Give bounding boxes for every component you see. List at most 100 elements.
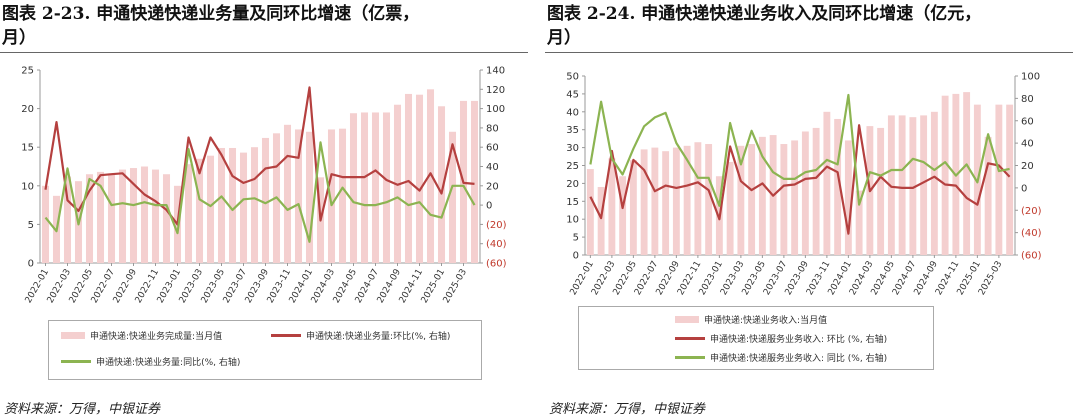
bar-mark bbox=[877, 127, 885, 255]
right-tick-label: 140 bbox=[486, 66, 505, 77]
bar-mark bbox=[608, 158, 616, 255]
bar-mark bbox=[195, 158, 204, 263]
bar-mark bbox=[619, 176, 627, 255]
left-tick-label: 45 bbox=[566, 89, 579, 100]
bar-mark bbox=[748, 144, 756, 255]
left-legend-bar-label: 申通快递:快递业务完成量:当月值 bbox=[90, 332, 223, 342]
right-legend-green-label: 申通快递:快递服务业务收入: 同比 (%, 右轴) bbox=[710, 354, 888, 364]
left-tick-label: 25 bbox=[21, 66, 34, 77]
right-tick-label: 0 bbox=[1021, 183, 1027, 194]
right-title-line2: 月） bbox=[547, 28, 581, 48]
left-chart-plot: 0 5 10 15 20 25 (60) (40) (20) 0 20 40 60 80 100 120 140… bbox=[21, 66, 507, 306]
right-legend-red-swatch bbox=[675, 337, 705, 340]
right-tick-label: 0 bbox=[486, 201, 492, 212]
bar-mark bbox=[118, 169, 127, 263]
bar-mark bbox=[823, 111, 831, 255]
bar-mark bbox=[206, 155, 215, 263]
bar-mark bbox=[228, 147, 237, 263]
right-chart-title: 图表 2-24. 申通快递快递业务收入及同环比增速（亿元， 月） bbox=[547, 2, 1073, 50]
bar-mark bbox=[349, 113, 358, 263]
left-tick-label: 15 bbox=[566, 197, 579, 208]
bar-mark bbox=[995, 104, 1003, 255]
bar-mark bbox=[844, 140, 852, 255]
left-tick-label: 0 bbox=[28, 259, 34, 270]
bar-mark bbox=[629, 160, 637, 255]
right-legend-bar-swatch bbox=[675, 316, 699, 323]
left-tick-label: 10 bbox=[21, 181, 34, 192]
bar-mark bbox=[426, 89, 435, 263]
bar-mark bbox=[129, 168, 138, 263]
bar-mark bbox=[162, 174, 171, 263]
right-tick-label: 20 bbox=[1021, 161, 1034, 172]
bar-mark bbox=[217, 147, 226, 263]
bar-mark bbox=[705, 144, 713, 255]
bar-mark bbox=[662, 151, 670, 255]
left-chart-panel: 图表 2-23. 申通快递快递业务量及同环比增速（亿票， 月） 0 5 10 15 20… bbox=[0, 0, 530, 419]
bar-mark bbox=[834, 118, 842, 256]
right-tick-label: (20) bbox=[486, 220, 507, 231]
bar-mark bbox=[85, 174, 94, 263]
bar-mark bbox=[415, 94, 424, 263]
right-tick-label: (40) bbox=[1021, 228, 1042, 239]
left-chart-title: 图表 2-23. 申通快递快递业务量及同环比增速（亿票， 月） bbox=[2, 2, 528, 50]
left-tick-label: 5 bbox=[28, 220, 34, 231]
left-tick-label: 15 bbox=[21, 143, 34, 154]
bar-mark bbox=[239, 152, 248, 263]
right-tick-label: (60) bbox=[1021, 251, 1042, 262]
bar-mark bbox=[920, 115, 928, 255]
right-tick-label: 20 bbox=[486, 181, 499, 192]
mom-series-line bbox=[589, 124, 1011, 235]
bar-mark bbox=[812, 127, 820, 255]
bar-mark bbox=[855, 190, 863, 255]
bar-mark bbox=[294, 129, 303, 263]
bar-mark bbox=[791, 140, 799, 255]
right-legend: 申通快递:快递业务收入:当月值 申通快递:快递服务业务收入: 环比 (%, 右轴… bbox=[578, 306, 934, 370]
left-legend-green-label: 申通快递:快递业务量:同比(%, 右轴) bbox=[96, 358, 241, 368]
left-legend-bar-swatch bbox=[61, 332, 85, 339]
right-legend-green-swatch bbox=[675, 356, 705, 359]
bar-mark bbox=[726, 161, 734, 255]
bar-mark bbox=[887, 115, 895, 255]
bar-mark bbox=[694, 142, 702, 255]
bar-mark bbox=[338, 128, 347, 263]
left-tick-label: 0 bbox=[573, 251, 579, 262]
left-title-line1: 图表 2-23. 申通快递快递业务量及同环比增速（亿票， bbox=[2, 4, 420, 24]
right-tick-label: 120 bbox=[486, 85, 505, 96]
bar-mark bbox=[909, 117, 917, 255]
bar-mark bbox=[63, 176, 72, 263]
left-legend-red-label: 申通快递:快递业务量:环比(%, 右轴) bbox=[306, 332, 451, 342]
bar-mark bbox=[780, 144, 788, 255]
left-legend-green: 申通快递:快递业务量:同比(%, 右轴) bbox=[61, 355, 240, 368]
bar-mark bbox=[404, 93, 413, 263]
bar-mark bbox=[984, 136, 992, 255]
bar-mark bbox=[640, 149, 648, 255]
bar-mark bbox=[107, 173, 116, 263]
left-legend-green-swatch bbox=[61, 360, 91, 363]
bar-mark bbox=[96, 171, 105, 263]
right-tick-label: 100 bbox=[1021, 72, 1040, 83]
right-title-line1: 图表 2-24. 申通快递快递业务收入及同环比增速（亿元， bbox=[547, 4, 982, 24]
bar-mark bbox=[151, 169, 160, 263]
bar-mark bbox=[758, 136, 766, 255]
right-legend-bar-label: 申通快递:快递业务收入:当月值 bbox=[704, 316, 828, 326]
right-tick-label: 80 bbox=[1021, 94, 1034, 105]
yoy-series-line bbox=[589, 93, 1010, 207]
left-legend: 申通快递:快递业务完成量:当月值 申通快递:快递业务量:环比(%, 右轴) 申通… bbox=[48, 320, 482, 380]
right-tick-label: 80 bbox=[486, 123, 499, 134]
bar-mark bbox=[898, 115, 906, 255]
right-tick-label: 60 bbox=[1021, 116, 1034, 127]
bar-mark bbox=[41, 185, 50, 263]
bar-mark bbox=[941, 95, 949, 255]
bar-mark bbox=[737, 145, 745, 255]
left-title-line2: 月） bbox=[2, 28, 36, 48]
left-tick-label: 20 bbox=[566, 179, 579, 190]
left-tick-label: 35 bbox=[566, 125, 579, 136]
bar-mark bbox=[963, 92, 971, 255]
bar-mark bbox=[930, 111, 938, 255]
right-tick-label: 40 bbox=[486, 162, 499, 173]
right-legend-green: 申通快递:快递服务业务收入: 同比 (%, 右轴) bbox=[675, 351, 887, 364]
left-tick-label: 40 bbox=[566, 107, 579, 118]
left-legend-bar: 申通快递:快递业务完成量:当月值 bbox=[61, 329, 222, 342]
bar-mark bbox=[586, 169, 594, 255]
bar-mark bbox=[360, 112, 369, 264]
